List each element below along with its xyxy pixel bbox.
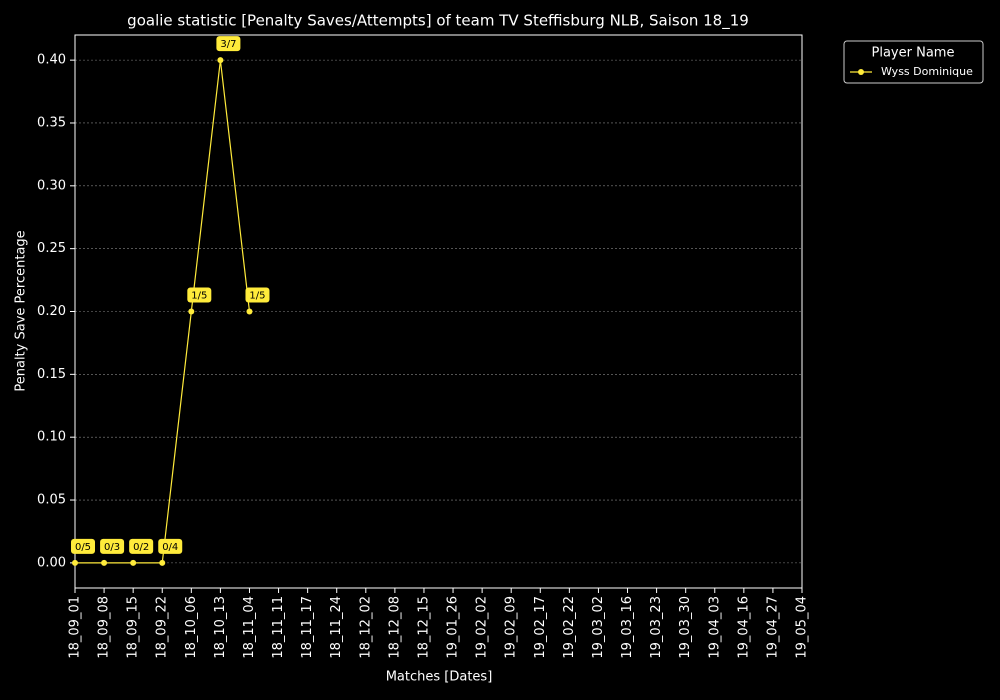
x-axis-label: Matches [Dates] [386, 670, 493, 685]
x-tick-label: 18_10_13 [213, 596, 228, 659]
y-tick-label: 0.40 [37, 53, 66, 68]
chart-title: goalie statistic [Penalty Saves/Attempts… [127, 12, 749, 31]
x-tick-label: 18_10_06 [184, 596, 199, 659]
y-tick-label: 0.00 [37, 555, 66, 570]
value-label: 3/7 [220, 39, 236, 50]
value-label: 0/3 [104, 542, 120, 553]
y-tick-label: 0.25 [37, 241, 66, 256]
y-tick-label: 0.15 [37, 367, 66, 382]
x-tick-label: 19_03_02 [591, 596, 606, 659]
point [159, 559, 166, 566]
x-tick-label: 19_03_23 [649, 596, 664, 659]
x-tick-label: 18_11_24 [329, 596, 344, 659]
y-tick-label: 0.05 [37, 493, 66, 508]
x-tick-label: 18_09_01 [68, 596, 83, 659]
y-tick-label: 0.10 [37, 430, 66, 445]
x-tick-label: 19_04_03 [707, 596, 722, 659]
x-tick-label: 18_12_15 [416, 596, 431, 659]
x-tick-label: 19_04_16 [736, 596, 751, 659]
x-tick-label: 19_01_26 [446, 596, 461, 659]
value-label-box [100, 538, 125, 554]
value-label: 0/4 [162, 542, 178, 553]
legend-label: Wyss Dominique [881, 65, 973, 78]
value-label: 0/2 [133, 542, 149, 553]
x-tick-label: 18_09_08 [97, 596, 112, 659]
value-label: 1/5 [249, 291, 265, 302]
value-label-box [129, 538, 154, 554]
y-tick-label: 0.20 [37, 304, 66, 319]
value-label-box [216, 36, 241, 52]
x-tick-label: 19_02_02 [475, 596, 490, 659]
y-tick-label: 0.35 [37, 115, 66, 130]
x-tick-label: 19_02_22 [562, 596, 577, 659]
x-tick-label: 18_11_11 [271, 596, 286, 659]
value-label-box [71, 538, 95, 554]
point [217, 57, 224, 64]
value-label-box [187, 287, 212, 303]
point [130, 559, 137, 566]
x-tick-label: 18_11_04 [242, 596, 257, 659]
x-tick-label: 19_02_17 [533, 596, 548, 659]
point [72, 559, 78, 566]
x-tick-label: 19_04_27 [765, 596, 780, 659]
value-label: 1/5 [191, 291, 207, 302]
point [188, 308, 195, 315]
value-label-box [245, 287, 270, 303]
legend-title: Player Name [872, 46, 955, 61]
x-tick-label: 18_12_08 [387, 596, 402, 659]
value-label: 0/5 [75, 542, 91, 553]
plot-frame [74, 34, 803, 589]
y-tick-label: 0.30 [37, 178, 66, 193]
x-tick-label: 18_11_17 [300, 596, 315, 659]
x-tick-label: 18_09_15 [126, 596, 141, 659]
y-axis-label: Penalty Save Percentage [14, 230, 29, 391]
x-tick-label: 19_02_09 [504, 596, 519, 659]
legend-box [843, 40, 984, 84]
value-label-box [158, 538, 183, 554]
point [246, 308, 253, 315]
x-tick-label: 19_05_04 [795, 596, 810, 659]
x-tick-label: 18_12_02 [358, 596, 373, 659]
legend-marker [858, 69, 864, 75]
point [101, 559, 108, 566]
x-tick-label: 19_03_16 [620, 596, 635, 659]
x-tick-label: 19_03_30 [678, 596, 693, 659]
x-tick-label: 18_09_22 [155, 596, 170, 659]
